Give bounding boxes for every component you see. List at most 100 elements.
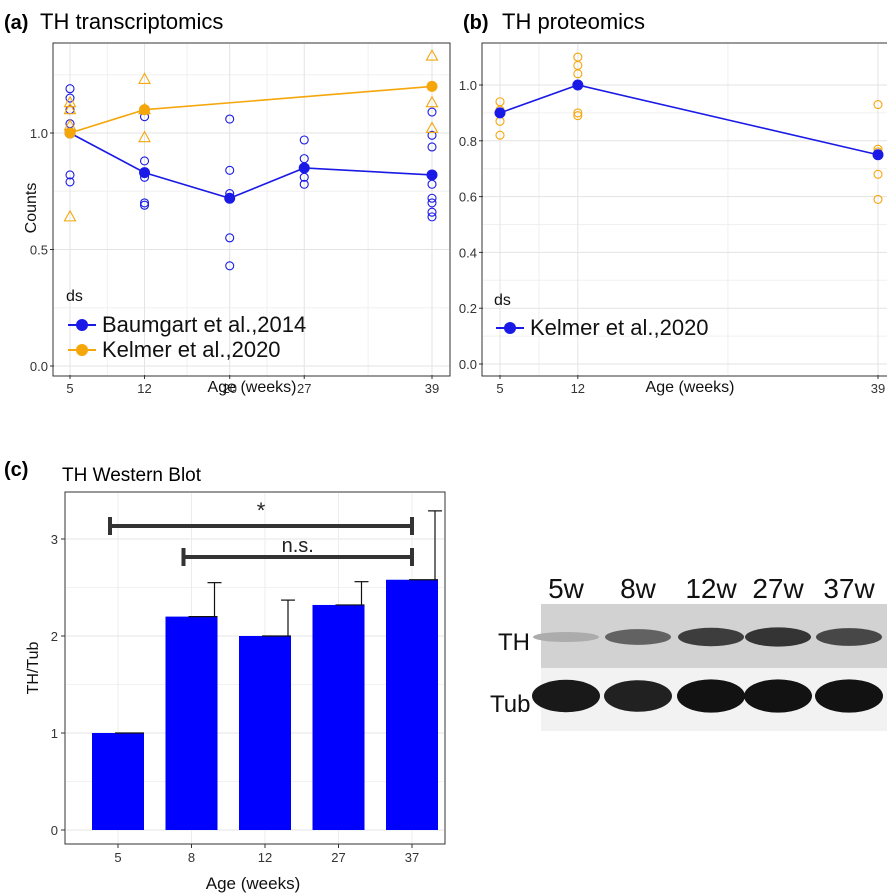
x-tick-label: 27 (297, 381, 311, 396)
panel-b-label: (b) (463, 12, 489, 34)
x-tick-label: 39 (871, 381, 885, 396)
data-point (427, 212, 437, 222)
x-tick-label: 12 (571, 381, 585, 396)
panel-a-ylabel: Counts (23, 183, 40, 234)
wb-band-th (678, 627, 744, 647)
panel-a-marks (63, 48, 439, 271)
y-tick-label: 0.4 (459, 245, 477, 260)
mean-point (224, 192, 236, 204)
x-tick-label: 8 (188, 850, 195, 865)
panel-b-legend-title: ds (494, 292, 511, 309)
x-tick-label: 20 (222, 381, 236, 396)
data-point (225, 233, 235, 243)
bar (386, 579, 438, 830)
wb-band-th (745, 627, 811, 647)
mean-point (139, 104, 151, 116)
mean-point (139, 167, 151, 179)
wb-band-tub (815, 679, 883, 713)
wb-lane-label: 37w (823, 573, 875, 604)
data-point (573, 69, 583, 79)
wb-band-tub (532, 679, 600, 713)
y-tick-label: 2 (51, 629, 58, 644)
wb-row-label-th: TH (498, 629, 530, 656)
x-tick-label: 5 (66, 381, 73, 396)
y-tick-label: 0.0 (30, 359, 48, 374)
x-tick-label: 5 (114, 850, 121, 865)
western-blot: 5w 8w 12w 27w 37w TH Tub (490, 573, 887, 731)
y-tick-label: 0.0 (459, 357, 477, 372)
data-point (573, 111, 583, 121)
data-point (65, 84, 75, 94)
data-point (495, 130, 505, 140)
panel-c-significance: * n.s. (108, 498, 414, 566)
y-tick-label: 1 (51, 726, 58, 741)
data-point-triangle (63, 209, 77, 222)
data-point (427, 142, 437, 152)
panel-b: (b) TH proteomics 0.0 0.2 0.4 0.6 0.8 1.0 5 12 3… (459, 9, 887, 396)
mean-point (426, 169, 438, 181)
panel-b-ticks: 0.0 0.2 0.4 0.6 0.8 1.0 5 12 39 (459, 78, 885, 396)
data-point (427, 107, 437, 117)
wb-lane-label: 27w (752, 573, 804, 604)
y-tick-label: 1.0 (459, 78, 477, 93)
x-tick-label: 39 (425, 381, 439, 396)
y-tick-label: 0.6 (459, 190, 477, 205)
mean-point (64, 127, 76, 139)
data-point (299, 179, 309, 189)
y-tick-label: 3 (51, 532, 58, 547)
wb-lane-labels: 5w 8w 12w 27w 37w (548, 573, 875, 604)
panel-b-legend: ds Kelmer et al.,2020 (494, 292, 709, 340)
data-point (65, 170, 75, 180)
x-tick-label: 37 (405, 850, 419, 865)
y-tick-label: 0.8 (459, 134, 477, 149)
x-tick-label: 5 (496, 381, 503, 396)
legend-label-kelmer-b: Kelmer et al.,2020 (530, 315, 709, 340)
panel-b-marks (494, 52, 884, 204)
wb-lane-label: 12w (685, 573, 737, 604)
y-tick-label: 0.5 (30, 243, 48, 258)
legend-marker-baumgart (76, 319, 88, 331)
panel-a-plot-area (52, 42, 451, 377)
panel-b-grid (483, 44, 887, 375)
legend-label-baumgart: Baumgart et al.,2014 (102, 312, 306, 337)
data-point (65, 177, 75, 187)
data-point (427, 207, 437, 217)
data-point (225, 165, 235, 175)
mean-point (494, 107, 506, 119)
data-point-triangle (138, 72, 151, 84)
mean-point (572, 79, 584, 91)
wb-band-tub (604, 680, 672, 712)
data-point (299, 135, 309, 145)
bar (312, 604, 365, 830)
wb-row-label-tub: Tub (490, 691, 530, 718)
panel-c-title: TH Western Blot (62, 465, 202, 486)
data-point (139, 156, 150, 166)
y-tick-label: 0 (51, 823, 58, 838)
data-point (573, 108, 583, 118)
significance-label: * (257, 498, 266, 523)
data-point-triangle (425, 48, 439, 61)
mean-point (872, 149, 884, 161)
data-point (65, 93, 75, 103)
bar (92, 733, 144, 830)
wb-band-th (533, 631, 599, 643)
panel-c-ylabel: TH/Tub (25, 642, 42, 695)
wb-band-th (816, 628, 882, 646)
legend-marker-kelmer (76, 344, 88, 356)
data-point (225, 114, 235, 124)
x-tick-label: 27 (331, 850, 345, 865)
wb-lane-label: 8w (620, 573, 657, 604)
wb-band-tub (677, 679, 745, 713)
mean-point (298, 162, 310, 174)
data-point (139, 198, 150, 208)
wb-bands (532, 627, 883, 713)
data-point (873, 194, 883, 204)
data-point (427, 193, 437, 203)
data-point (427, 198, 437, 208)
wb-lane-label: 5w (548, 573, 585, 604)
data-point (225, 261, 235, 271)
x-tick-label: 12 (137, 381, 151, 396)
mean-point (426, 80, 438, 92)
